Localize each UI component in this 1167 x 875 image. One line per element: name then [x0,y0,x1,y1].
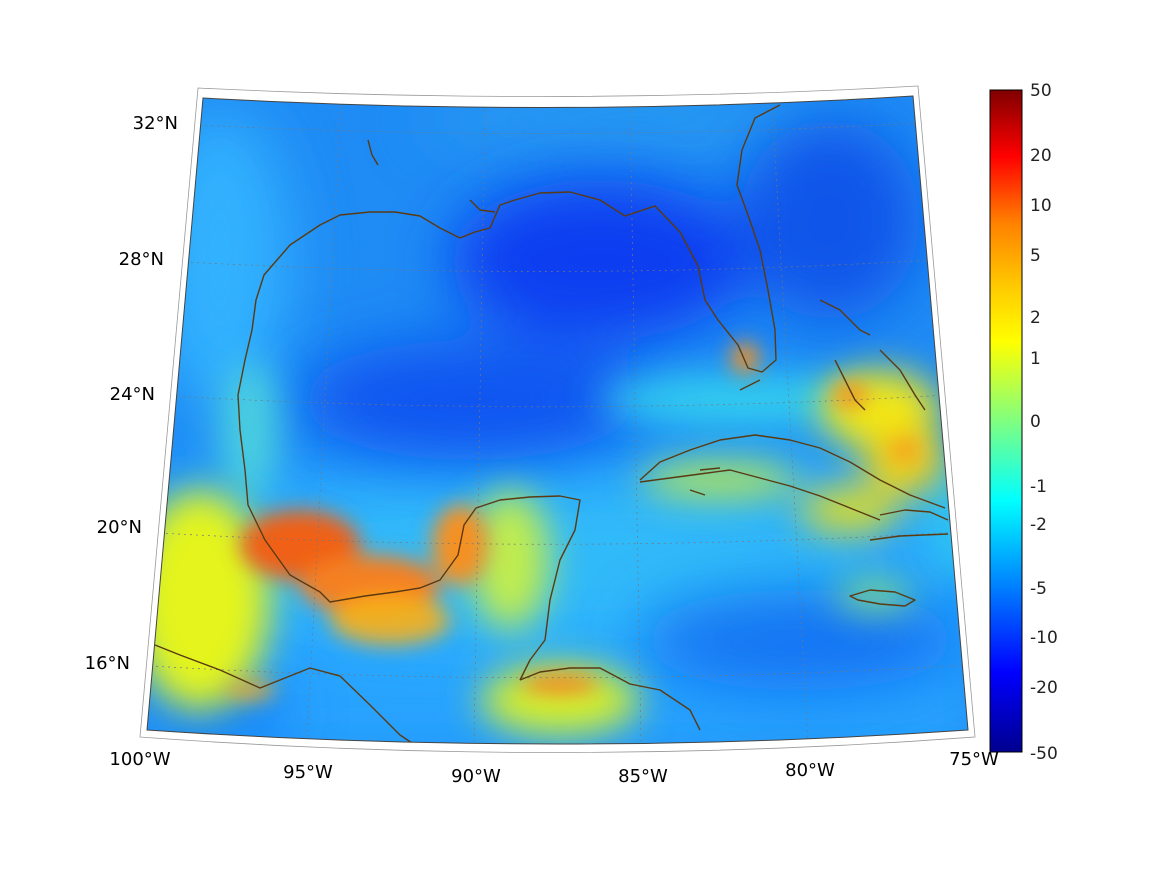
colorbar-gradient [989,89,1023,753]
lon-label-75w: 75°W [949,749,999,770]
lon-label-95w: 95°W [283,762,333,783]
data-field [147,96,968,744]
lon-label-90w: 90°W [451,766,501,787]
cb-tick: 0 [1030,412,1041,432]
mexico-coast [244,469,581,681]
cb-tick: -1 [1030,477,1047,497]
lat-label-16n: 16°N [85,653,130,674]
lon-label-100w: 100°W [109,749,170,770]
colorbar-ticks: 50 20 10 5 2 1 0 -1 -2 -5 -10 -20 -50 [1030,81,1058,764]
hispaniola-coast [869,509,949,541]
map-frame [146,95,969,745]
cb-tick: 20 [1030,146,1052,166]
cb-tick: 1 [1030,349,1041,369]
cb-tick: 5 [1030,246,1041,266]
cb-tick: -50 [1030,744,1058,764]
lat-label-24n: 24°N [110,384,155,405]
graticule [149,99,967,744]
map-frame-outer [139,85,976,753]
lat-label-28n: 28°N [119,249,164,270]
lon-label-80w: 80°W [785,760,835,781]
latitude-labels: 32°N 28°N 24°N 20°N 16°N [85,113,178,674]
islands-north [367,139,496,213]
pacific-coast [154,644,416,744]
bahamas-coast [819,299,926,411]
central-america-coast [519,667,701,731]
cb-tick: -20 [1030,678,1058,698]
cb-tick: -10 [1030,628,1058,648]
lat-label-20n: 20°N [97,517,142,538]
cuba-coast [639,434,946,521]
florida-keys [689,379,761,496]
lon-label-85w: 85°W [618,766,668,787]
cb-tick: -2 [1030,515,1047,535]
cb-tick: -5 [1030,579,1047,599]
gulf-coast [237,104,781,471]
jamaica-coast [849,589,916,607]
longitude-labels: 100°W 95°W 90°W 85°W 80°W 75°W [109,749,999,787]
colorbar: 50 20 10 5 2 1 0 -1 -2 -5 -10 -20 -50 [989,81,1058,764]
cb-tick: 10 [1030,196,1052,216]
coastline [154,104,949,744]
lat-label-32n: 32°N [133,113,178,134]
cb-tick: 2 [1030,308,1041,328]
cb-tick: 50 [1030,81,1052,101]
